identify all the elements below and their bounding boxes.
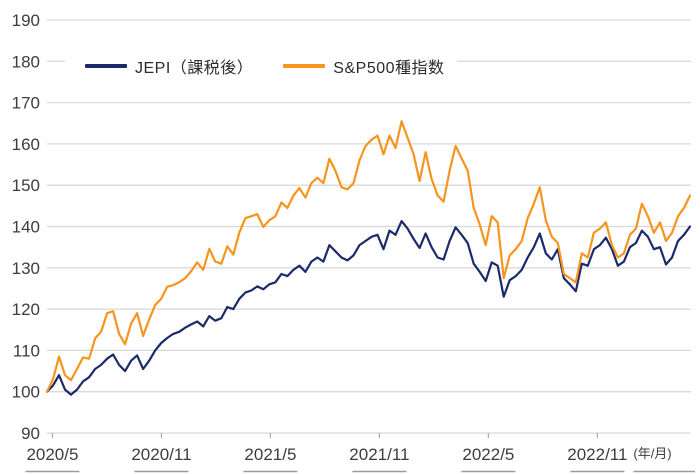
y-axis-label: 190: [12, 11, 40, 30]
jepi-line-swatch: [85, 64, 127, 68]
y-axis-label: 160: [12, 135, 40, 154]
x-axis-label: 2021/11: [349, 445, 409, 464]
legend: JEPI（課税後） S&P500種指数: [65, 49, 457, 83]
legend-item-sp500: S&P500種指数: [283, 54, 444, 78]
y-axis-label: 170: [12, 94, 40, 113]
sp500-line-swatch: [283, 64, 326, 68]
y-axis-label: 110: [13, 341, 40, 360]
legend-label-sp500: S&P500種指数: [333, 60, 445, 77]
y-axis-label: 130: [12, 259, 40, 278]
y-axis-label: 100: [12, 383, 40, 402]
series-line-jepi: [45, 220, 692, 396]
y-axis-label: 90: [21, 424, 40, 443]
x-axis-label: 2020/5: [26, 445, 78, 464]
x-axis-unit-label: (年/月): [633, 446, 671, 461]
y-axis-label: 180: [12, 52, 40, 71]
legend-item-jepi: JEPI（課税後）: [85, 54, 253, 78]
series-line-sp500: [45, 120, 692, 393]
x-axis-label: 2021/5: [244, 445, 296, 464]
y-axis-label: 120: [12, 300, 40, 319]
legend-label-jepi: JEPI（課税後）: [135, 60, 254, 77]
y-axis-label: 150: [12, 176, 40, 195]
x-axis-label: 2020/11: [131, 445, 191, 464]
y-axis-label: 140: [12, 218, 40, 237]
x-axis-label: 2022/5: [462, 445, 514, 464]
x-axis-label: 2022/11: [567, 445, 627, 464]
